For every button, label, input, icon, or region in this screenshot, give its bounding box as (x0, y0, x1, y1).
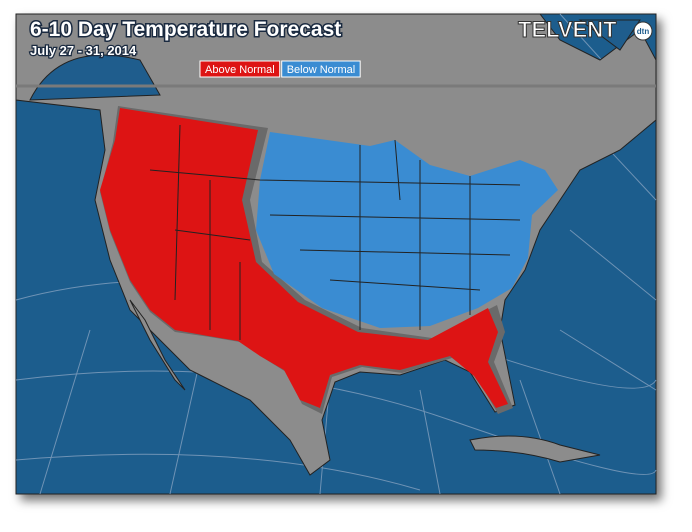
above-normal-region (100, 108, 508, 408)
legend-swatch (281, 60, 361, 78)
baja (129, 299, 186, 391)
logo: TELVENT (518, 17, 617, 42)
title: 6-10 Day Temperature Forecast (30, 18, 341, 41)
legend-swatch (199, 60, 281, 78)
cuba (469, 435, 601, 463)
legend-label: Above Normal (205, 64, 275, 76)
legend-label: Below Normal (287, 64, 355, 76)
logo-badge: dtn (637, 27, 650, 36)
state-borders (149, 124, 521, 340)
logo-badge-circle (633, 21, 653, 41)
legend: Above Normal Below Normal (199, 60, 361, 78)
subtitle: July 27 - 31, 2014 (30, 43, 137, 58)
